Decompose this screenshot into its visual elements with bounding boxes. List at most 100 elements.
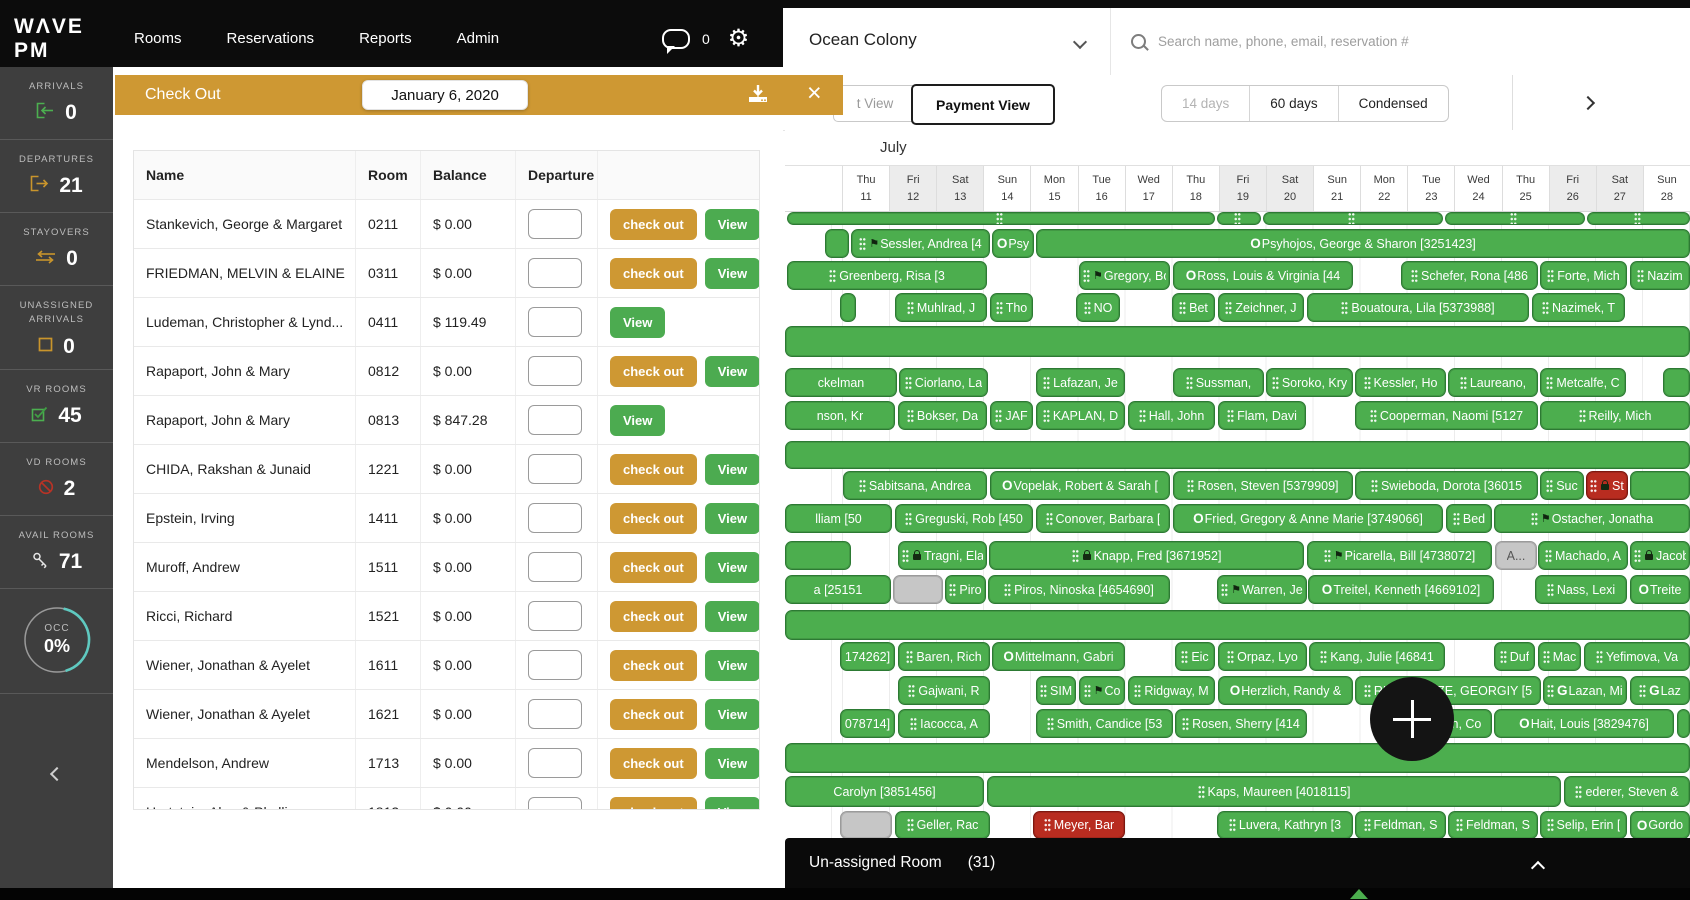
reservation-bar[interactable]: Metcalfe, C: [1540, 368, 1626, 397]
drag-handle-icon[interactable]: [1410, 268, 1418, 283]
check-out-button[interactable]: check out: [610, 502, 697, 534]
reservation-bar[interactable]: [1263, 212, 1443, 225]
reservation-bar[interactable]: JAF: [990, 401, 1033, 430]
reservation-bar[interactable]: 174262]: [840, 642, 895, 671]
reservation-bar[interactable]: Selip, Erin [: [1540, 811, 1627, 839]
reservation-bar[interactable]: Bet: [1172, 293, 1215, 322]
drag-handle-icon[interactable]: [1459, 375, 1467, 390]
reservation-bar[interactable]: O Psy: [992, 229, 1034, 258]
drag-handle-icon[interactable]: [1637, 268, 1645, 283]
departure-input[interactable]: [528, 748, 582, 778]
drag-handle-icon[interactable]: [1633, 213, 1641, 224]
reservation-bar[interactable]: Luvera, Kathryn [3: [1217, 811, 1353, 839]
drag-handle-icon[interactable]: [1197, 784, 1205, 799]
reservation-bar[interactable]: ⚑ Gregory, Bo: [1079, 261, 1170, 290]
reservation-bar[interactable]: Hall, John: [1128, 401, 1215, 430]
reservation-bar[interactable]: SIM: [1036, 676, 1076, 705]
reservation-bar[interactable]: 078714]: [840, 709, 895, 738]
reservation-bar[interactable]: Rosen, Sherry [414: [1175, 709, 1307, 738]
payment-view-button[interactable]: Payment View: [911, 84, 1055, 125]
drag-handle-icon[interactable]: [1043, 818, 1051, 832]
nav-item-rooms[interactable]: Rooms: [134, 30, 182, 47]
drag-handle-icon[interactable]: [995, 408, 1003, 423]
reservation-bar[interactable]: Zeichner, J: [1218, 293, 1304, 322]
reservation-bar[interactable]: [785, 541, 851, 570]
drag-handle-icon[interactable]: [1578, 408, 1586, 423]
add-reservation-button[interactable]: [1370, 677, 1454, 761]
reservation-bar[interactable]: Piro: [945, 575, 986, 604]
reservation-bar[interactable]: Iacocca, A: [898, 709, 990, 738]
sidebar-stat-arrivals[interactable]: ARRIVALS 0: [0, 67, 113, 140]
drag-handle-icon[interactable]: [949, 582, 957, 597]
property-selector[interactable]: Ocean Colony: [809, 30, 917, 49]
reservation-bar[interactable]: G Lazan, Mic: [1543, 676, 1627, 705]
drag-handle-icon[interactable]: [1071, 548, 1079, 563]
reservation-bar[interactable]: Bokser, Da: [898, 401, 987, 430]
reservation-bar[interactable]: ⚑ Picarella, Bill [4738072]: [1307, 541, 1492, 570]
reservation-bar[interactable]: ⚑ Sessler, Andrea [4: [851, 229, 990, 258]
drag-handle-icon[interactable]: [1225, 300, 1233, 315]
reservation-bar[interactable]: [785, 610, 1690, 640]
drag-handle-icon[interactable]: [1544, 548, 1552, 563]
reservation-bar[interactable]: Duf: [1494, 642, 1535, 671]
reservation-bar[interactable]: Kang, Julie [46841: [1309, 642, 1445, 671]
drag-handle-icon[interactable]: [1530, 511, 1538, 526]
check-out-button[interactable]: check out: [610, 257, 697, 289]
drag-handle-icon[interactable]: [1271, 375, 1279, 390]
departure-input[interactable]: [528, 454, 582, 484]
reservation-bar[interactable]: NO: [1076, 293, 1120, 322]
reservation-bar[interactable]: O Vopelak, Robert & Sarah [: [990, 471, 1170, 500]
drag-handle-icon[interactable]: [1138, 408, 1146, 423]
drag-handle-icon[interactable]: [996, 213, 1003, 224]
reservation-bar[interactable]: KAPLAN, D: [1036, 401, 1125, 430]
departure-input[interactable]: [528, 699, 582, 729]
drag-handle-icon[interactable]: [1547, 683, 1554, 698]
view-button[interactable]: View: [704, 551, 759, 583]
drag-handle-icon[interactable]: [1546, 582, 1554, 597]
drag-handle-icon[interactable]: [1547, 268, 1555, 283]
reservation-bar[interactable]: Eic: [1175, 642, 1215, 671]
reservation-bar[interactable]: O Ross, Louis & Virginia [44: [1173, 261, 1353, 290]
check-out-button[interactable]: check out: [610, 747, 697, 779]
reservation-bar[interactable]: Kessler, Ho: [1355, 368, 1446, 397]
drag-handle-icon[interactable]: [1499, 649, 1507, 664]
check-out-button[interactable]: check out: [610, 698, 697, 730]
next-page-icon[interactable]: [1580, 95, 1596, 113]
check-out-button[interactable]: check out: [610, 796, 697, 809]
reservation-bar[interactable]: Kaps, Maureen [4018115]: [987, 776, 1561, 807]
chevron-down-icon[interactable]: [1072, 34, 1088, 52]
reservation-bar[interactable]: Cooperman, Naomi [5127: [1355, 401, 1538, 430]
departure-input[interactable]: [528, 405, 582, 435]
reservation-bar[interactable]: Carolyn [3851456]: [785, 776, 984, 807]
reservation-bar[interactable]: [840, 293, 856, 322]
drag-handle-icon[interactable]: [1228, 818, 1236, 832]
reservation-bar[interactable]: Baren, Rich: [898, 642, 990, 671]
reservation-bar[interactable]: Soroko, Kry: [1266, 368, 1353, 397]
departure-input[interactable]: [528, 258, 582, 288]
check-out-button[interactable]: check out: [610, 600, 697, 632]
download-icon[interactable]: [747, 84, 769, 109]
drag-handle-icon[interactable]: [908, 683, 916, 698]
reservation-bar[interactable]: Sabitsana, Andrea: [843, 471, 987, 500]
reservation-bar[interactable]: Machado, A: [1538, 541, 1628, 570]
drag-handle-icon[interactable]: [906, 408, 914, 423]
drag-handle-icon[interactable]: [1595, 649, 1603, 664]
reservation-bar[interactable]: Tragni, Ela: [898, 541, 987, 570]
drag-handle-icon[interactable]: [1348, 213, 1355, 224]
reservation-bar[interactable]: Feldman, S: [1355, 811, 1446, 839]
view-button[interactable]: View: [704, 649, 759, 681]
reservation-bar[interactable]: Ciorlano, La: [899, 368, 988, 397]
reservation-bar[interactable]: O Mittelmann, Gabri: [992, 642, 1125, 671]
reservation-bar[interactable]: G Laz: [1630, 676, 1690, 705]
reservation-bar[interactable]: ederer, Steven &: [1564, 776, 1690, 807]
departure-input[interactable]: [528, 601, 582, 631]
drag-handle-icon[interactable]: [1221, 582, 1229, 597]
reservation-bar[interactable]: [785, 326, 1690, 357]
range-button-condensed[interactable]: Condensed: [1337, 86, 1448, 121]
drag-handle-icon[interactable]: [902, 548, 909, 563]
reservation-bar[interactable]: a [25151: [785, 575, 891, 604]
drag-handle-icon[interactable]: [904, 375, 912, 390]
drag-handle-icon[interactable]: [1083, 268, 1090, 283]
drag-handle-icon[interactable]: [1040, 683, 1047, 698]
reservation-bar[interactable]: Sussman,: [1173, 368, 1264, 397]
